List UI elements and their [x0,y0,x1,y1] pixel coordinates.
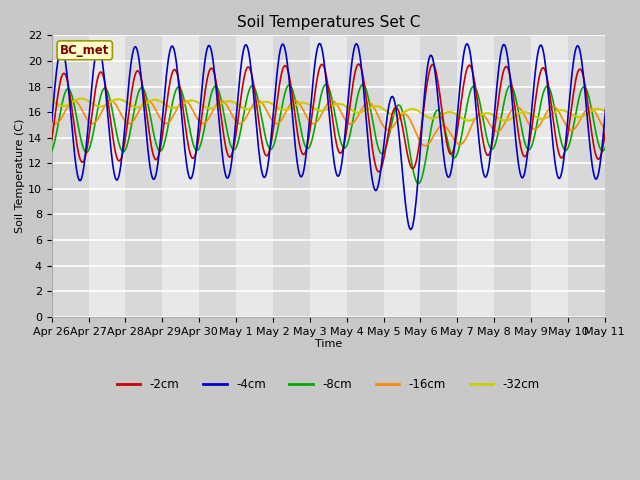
Bar [494,36,531,317]
Bar [88,36,125,317]
Bar [125,36,163,317]
Legend: -2cm, -4cm, -8cm, -16cm, -32cm: -2cm, -4cm, -8cm, -16cm, -32cm [112,373,545,396]
Bar [420,36,457,317]
Y-axis label: Soil Temperature (C): Soil Temperature (C) [15,119,25,233]
Bar [52,36,88,317]
Title: Soil Temperatures Set C: Soil Temperatures Set C [237,15,420,30]
Bar [531,36,568,317]
Bar [236,36,273,317]
Text: BC_met: BC_met [60,44,109,57]
X-axis label: Time: Time [315,339,342,349]
Bar [273,36,310,317]
Bar [310,36,347,317]
Bar [163,36,199,317]
Bar [199,36,236,317]
Bar [347,36,383,317]
Bar [568,36,605,317]
Bar [457,36,494,317]
Bar [383,36,420,317]
